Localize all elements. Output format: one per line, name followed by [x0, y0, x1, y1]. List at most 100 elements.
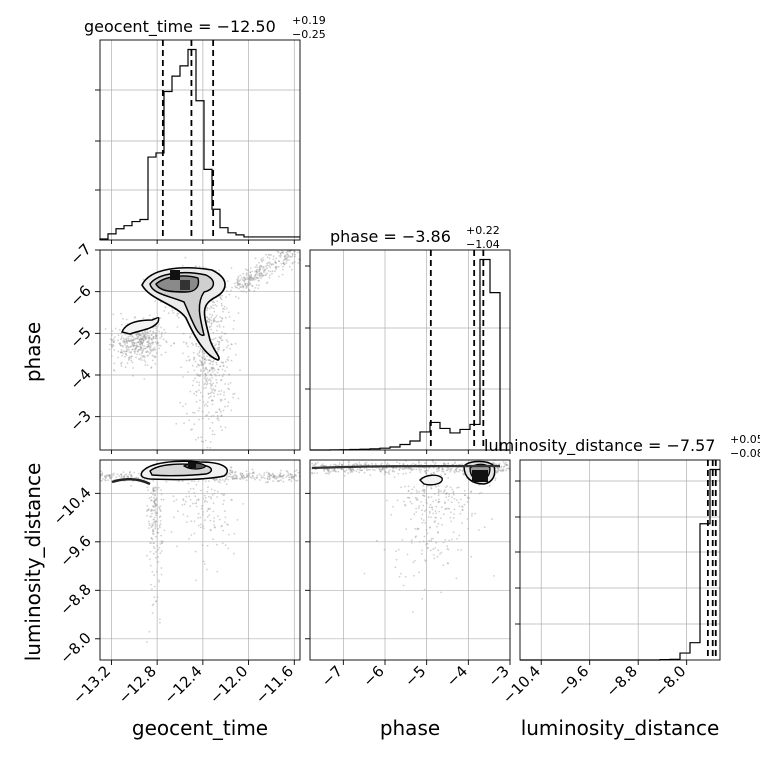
p10-sample-882 — [192, 351, 195, 354]
p21-sample-1273 — [436, 555, 439, 558]
p21-sample-42 — [494, 479, 497, 482]
p10-sample-1214 — [135, 347, 137, 350]
p20-sample-1001 — [256, 477, 259, 479]
p21-sample-1069 — [316, 461, 319, 464]
p21-sample-1423 — [450, 520, 453, 523]
p21-sample-877 — [454, 461, 457, 464]
p10-sample-1096 — [183, 422, 186, 424]
p20-sample-879 — [113, 472, 115, 475]
p10-sample-1502 — [283, 262, 285, 265]
p10-sample-1537 — [260, 259, 263, 262]
p10-sample-1731 — [260, 258, 263, 261]
p10-sample-1581 — [261, 260, 263, 263]
p20-sample-1414 — [233, 532, 236, 535]
p21-sample-1247 — [453, 508, 456, 511]
p10-sample-1658 — [269, 274, 271, 277]
p10-sample-897 — [198, 351, 201, 354]
p21-sample-1093 — [384, 461, 386, 464]
p21-sample-1198 — [442, 470, 445, 473]
p10-sample-1567 — [244, 277, 246, 280]
p10-sample-978 — [237, 312, 240, 314]
p10-sample-1099 — [209, 374, 212, 376]
p10-sample-1507 — [248, 281, 251, 284]
p10-sample-1319 — [137, 332, 140, 335]
p10-sample-909 — [195, 391, 198, 393]
p10-sample-1569 — [291, 253, 294, 256]
p20-sample-1333 — [228, 533, 230, 536]
p10-sample-762 — [197, 373, 200, 376]
p10-sample-1486 — [244, 285, 247, 287]
p10-sample-1206 — [170, 344, 172, 347]
p20-sample-177 — [234, 470, 237, 473]
p10-sample-1923 — [111, 345, 113, 348]
p10-sample-1678 — [282, 262, 285, 264]
p21-sample-1283 — [415, 507, 417, 510]
p10-sample-1604 — [268, 253, 271, 256]
p20-sample-1118 — [254, 478, 257, 481]
p20-sample-1318 — [209, 519, 212, 522]
p21-sample-710 — [502, 460, 505, 463]
p10-sample-1932 — [120, 361, 123, 364]
p10-sample-497 — [167, 312, 170, 315]
p10-sample-1077 — [164, 351, 167, 354]
p21-sample-1303 — [415, 511, 418, 513]
p10-sample-702 — [220, 410, 222, 413]
p10-sample-1412 — [143, 336, 146, 339]
p10-sample-1609 — [253, 277, 255, 280]
p20-sample-1307 — [159, 552, 162, 555]
p10-sample-1091 — [222, 310, 224, 313]
p20-sample-1383 — [195, 579, 197, 582]
p10-sample-1375 — [138, 338, 141, 341]
p10-sample-1454 — [140, 338, 143, 340]
p11-frame — [309, 249, 511, 451]
p10-sample-1813 — [121, 351, 123, 353]
p10-sample-831 — [217, 320, 220, 323]
p20-sample-1305 — [151, 571, 154, 573]
p20-sample-1087 — [268, 475, 271, 477]
p20-sample-1388 — [206, 544, 209, 547]
p10-sample-1166 — [210, 325, 213, 327]
p20-sample-1265 — [150, 509, 152, 512]
p21-sample-1374 — [420, 501, 422, 503]
p21-sample-1317 — [452, 493, 455, 496]
p20-sample-1271 — [146, 515, 148, 517]
p10-sample-1572 — [267, 262, 270, 264]
p21-sample-1319 — [407, 485, 410, 488]
p21-sample-1195 — [418, 461, 420, 464]
p21-sample-1366 — [406, 496, 409, 499]
p10-sample-1914 — [113, 370, 116, 372]
p10-sample-1600 — [249, 271, 252, 274]
p10-sample-1601 — [262, 257, 264, 259]
p10-sample-1349 — [165, 340, 167, 343]
p10-sample-1280 — [131, 343, 134, 345]
p10-sample-704 — [188, 419, 191, 422]
p21-sample-1142 — [379, 471, 382, 473]
p20-sample-1409 — [208, 495, 210, 498]
p21-sample-1285 — [421, 553, 423, 555]
p10-sample-1128 — [208, 359, 211, 361]
p10-sample-1830 — [144, 356, 147, 359]
p21-sample-974 — [453, 470, 456, 473]
p20-sample-1410 — [217, 515, 219, 517]
p10-sample-1268 — [124, 344, 126, 346]
p20-sample-1211 — [154, 527, 157, 530]
p10-sample-1524 — [293, 250, 296, 253]
p10-sample-1289 — [147, 332, 150, 334]
p10-sample-1301 — [144, 330, 147, 332]
p20-sample-930 — [241, 473, 244, 475]
p10-sample-1423 — [156, 341, 159, 344]
p10-sample-928 — [232, 393, 235, 395]
p20-sample-1363 — [223, 521, 226, 523]
p10-sample-1038 — [215, 374, 217, 377]
p20-sample-1328 — [216, 496, 219, 498]
p20-sample-847 — [187, 482, 190, 485]
panel-geocent-time-histogram — [95, 39, 301, 244]
p10-sample-735 — [205, 367, 207, 370]
p20-sample-1360 — [221, 542, 224, 544]
p21-sample-1202 — [460, 498, 462, 501]
p10-sample-892 — [206, 377, 209, 380]
p20-sample-1240 — [148, 527, 150, 530]
p20-sample-914 — [118, 475, 120, 477]
p10-sample-937 — [219, 398, 222, 401]
p10-sample-1592 — [239, 283, 241, 286]
